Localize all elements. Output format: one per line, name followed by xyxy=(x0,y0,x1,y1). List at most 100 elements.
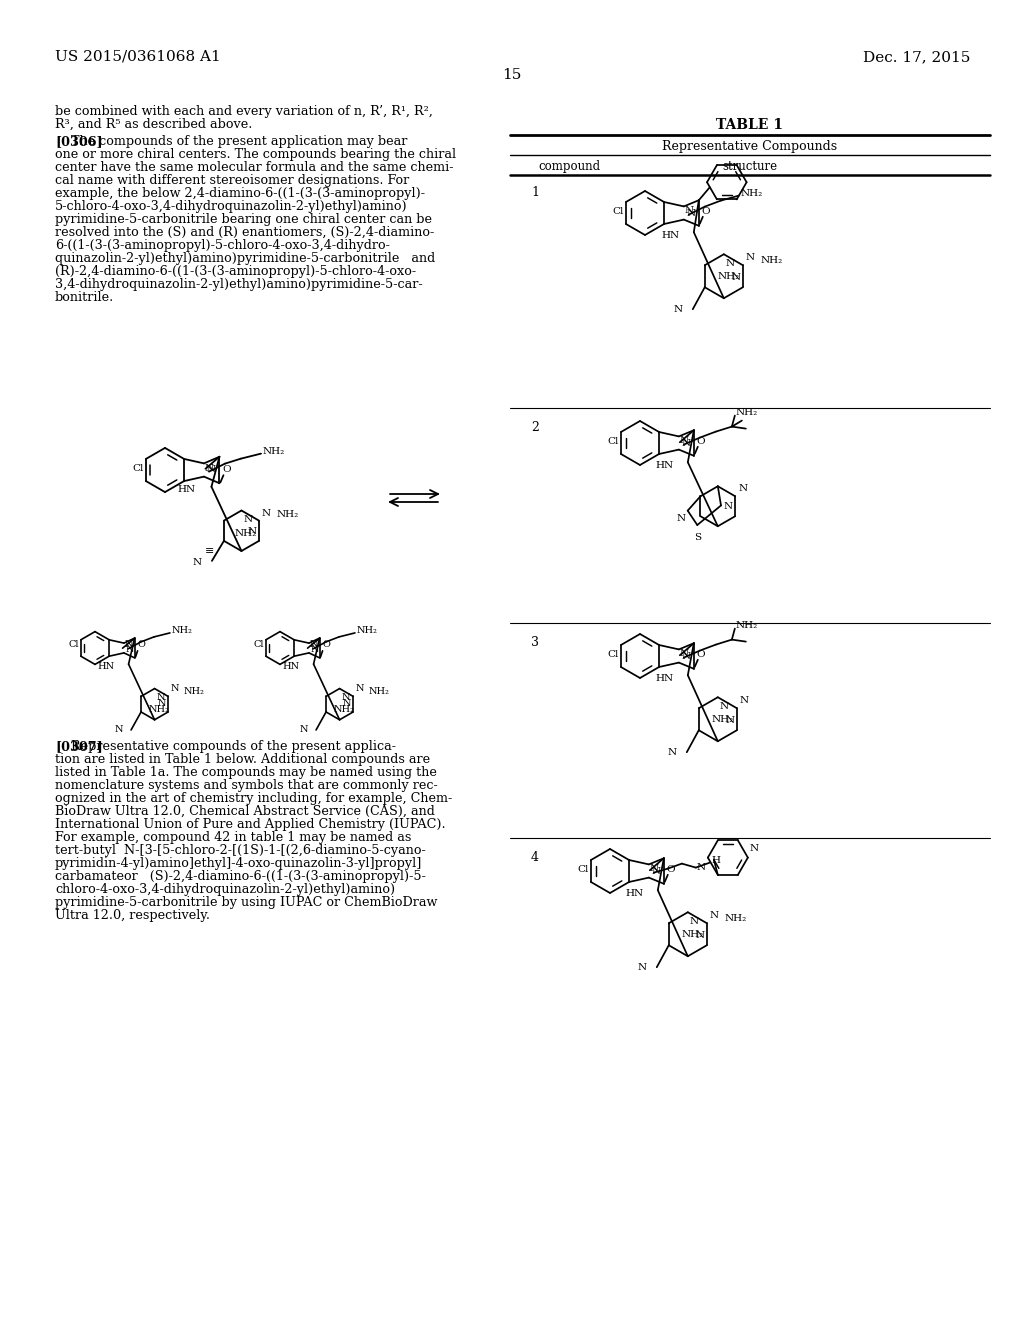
Text: NH₂: NH₂ xyxy=(333,705,354,714)
Text: NH₂: NH₂ xyxy=(276,510,299,519)
Text: N: N xyxy=(682,440,691,449)
Text: [0307]: [0307] xyxy=(55,741,102,752)
Text: example, the below 2,4-diamino-6-((1-(3-(3-aminopropyl)-: example, the below 2,4-diamino-6-((1-(3-… xyxy=(55,187,425,201)
Text: O: O xyxy=(222,465,231,474)
Text: N: N xyxy=(750,843,759,853)
Text: HN: HN xyxy=(177,486,196,494)
Text: N: N xyxy=(262,508,271,517)
Text: Ultra 12.0, respectively.: Ultra 12.0, respectively. xyxy=(55,909,210,921)
Text: O: O xyxy=(701,207,711,215)
Text: HN: HN xyxy=(655,461,674,470)
Text: pyrimidine-5-carbonitrile bearing one chiral center can be: pyrimidine-5-carbonitrile bearing one ch… xyxy=(55,213,432,226)
Text: N: N xyxy=(740,696,749,705)
Text: N: N xyxy=(343,700,351,708)
Text: N: N xyxy=(170,684,178,693)
Text: Cl: Cl xyxy=(253,640,264,649)
Text: NH₂: NH₂ xyxy=(183,686,204,696)
Text: N: N xyxy=(710,911,719,920)
Text: NH₂: NH₂ xyxy=(368,686,389,696)
Text: HN: HN xyxy=(655,673,674,682)
Text: N: N xyxy=(680,648,689,657)
Text: NH₂: NH₂ xyxy=(357,627,378,635)
Text: For example, compound 42 in table 1 may be named as: For example, compound 42 in table 1 may … xyxy=(55,832,412,843)
Text: N: N xyxy=(695,931,705,940)
Text: pyrimidin-4-yl)amino]ethyl]-4-oxo-quinazolin-3-yl]propyl]: pyrimidin-4-yl)amino]ethyl]-4-oxo-quinaz… xyxy=(55,857,422,870)
Text: one or more chiral centers. The compounds bearing the chiral: one or more chiral centers. The compound… xyxy=(55,148,456,161)
Text: be combined with each and every variation of n, R’, R¹, R²,: be combined with each and every variatio… xyxy=(55,106,433,117)
Text: 1: 1 xyxy=(531,186,539,199)
Text: NH₂: NH₂ xyxy=(761,256,783,265)
Text: NH₂: NH₂ xyxy=(263,447,286,457)
Text: S: S xyxy=(693,533,700,543)
Text: Cl: Cl xyxy=(612,207,624,216)
Text: 3: 3 xyxy=(531,636,539,649)
Text: N: N xyxy=(680,436,689,445)
Text: R³, and R⁵ as described above.: R³, and R⁵ as described above. xyxy=(55,117,252,131)
Text: N: N xyxy=(126,645,134,655)
Text: Cl: Cl xyxy=(607,649,618,659)
Text: 5-chloro-4-oxo-3,4-dihydroquinazolin-2-yl)ethyl)amino): 5-chloro-4-oxo-3,4-dihydroquinazolin-2-y… xyxy=(55,201,408,213)
Text: NH₂: NH₂ xyxy=(740,189,763,198)
Text: 4: 4 xyxy=(531,851,539,865)
Text: N: N xyxy=(677,513,686,523)
Text: N: N xyxy=(300,726,308,734)
Text: N: N xyxy=(690,917,699,927)
Text: O: O xyxy=(137,640,145,649)
Text: HN: HN xyxy=(662,231,680,240)
Text: compound: compound xyxy=(538,160,600,173)
Text: N: N xyxy=(687,210,696,218)
Text: NH₂: NH₂ xyxy=(712,715,734,725)
Text: N: N xyxy=(205,463,214,473)
Text: tion are listed in Table 1 below. Additional compounds are: tion are listed in Table 1 below. Additi… xyxy=(55,752,430,766)
Text: N: N xyxy=(158,700,166,708)
Text: N: N xyxy=(342,693,350,701)
Text: NH₂: NH₂ xyxy=(736,408,758,417)
Text: NH₂: NH₂ xyxy=(234,528,257,537)
Text: Dec. 17, 2015: Dec. 17, 2015 xyxy=(862,50,970,63)
Text: O: O xyxy=(323,640,331,649)
Text: chloro-4-oxo-3,4-dihydroquinazolin-2-yl)ethyl)amino): chloro-4-oxo-3,4-dihydroquinazolin-2-yl)… xyxy=(55,883,395,896)
Text: nomenclature systems and symbols that are commonly rec-: nomenclature systems and symbols that ar… xyxy=(55,779,437,792)
Text: Representative Compounds: Representative Compounds xyxy=(663,140,838,153)
Text: HN: HN xyxy=(626,888,644,898)
Text: NH₂: NH₂ xyxy=(682,931,703,940)
Text: N: N xyxy=(668,747,677,756)
Text: N: N xyxy=(355,684,364,693)
Text: [0306]: [0306] xyxy=(55,135,102,148)
Text: N: N xyxy=(638,962,647,972)
Text: International Union of Pure and Applied Chemistry (IUPAC).: International Union of Pure and Applied … xyxy=(55,818,445,832)
Text: N: N xyxy=(685,206,694,215)
Text: Cl: Cl xyxy=(69,640,79,649)
Text: N: N xyxy=(720,702,729,711)
Text: ≡: ≡ xyxy=(205,546,215,556)
Text: Cl: Cl xyxy=(578,865,589,874)
Text: NH₂: NH₂ xyxy=(148,705,169,714)
Text: The compounds of the present application may bear: The compounds of the present application… xyxy=(55,135,408,148)
Text: N: N xyxy=(745,253,755,263)
Text: N: N xyxy=(724,502,733,511)
Text: N: N xyxy=(207,466,216,474)
Text: N: N xyxy=(311,645,319,655)
Text: N: N xyxy=(115,726,123,734)
Text: structure: structure xyxy=(723,160,777,173)
Text: N: N xyxy=(738,484,748,494)
Text: N: N xyxy=(650,863,659,873)
Text: BioDraw Ultra 12.0, Chemical Abstract Service (CAS), and: BioDraw Ultra 12.0, Chemical Abstract Se… xyxy=(55,805,435,818)
Text: N: N xyxy=(157,693,165,701)
Text: TABLE 1: TABLE 1 xyxy=(717,117,783,132)
Text: N: N xyxy=(310,640,318,649)
Text: N: N xyxy=(652,867,660,876)
Text: listed in Table 1a. The compounds may be named using the: listed in Table 1a. The compounds may be… xyxy=(55,766,437,779)
Text: N: N xyxy=(726,717,735,725)
Text: O: O xyxy=(667,865,676,874)
Text: H: H xyxy=(712,857,721,865)
Text: NH₂: NH₂ xyxy=(736,622,758,630)
Text: ognized in the art of chemistry including, for example, Chem-: ognized in the art of chemistry includin… xyxy=(55,792,453,805)
Text: O: O xyxy=(696,437,706,446)
Text: pyrimidine-5-carbonitrile by using IUPAC or ChemBioDraw: pyrimidine-5-carbonitrile by using IUPAC… xyxy=(55,896,437,909)
Text: bonitrile.: bonitrile. xyxy=(55,290,115,304)
Text: N: N xyxy=(674,305,683,314)
Text: Cl: Cl xyxy=(132,465,144,473)
Text: N: N xyxy=(248,527,257,536)
Text: HN: HN xyxy=(283,661,300,671)
